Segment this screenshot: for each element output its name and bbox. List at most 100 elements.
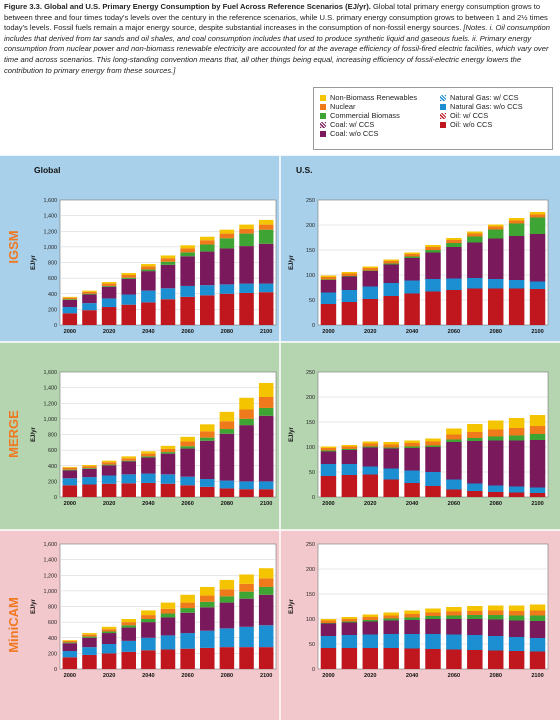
- bar-segment-oil-w-o-ccs-2100: [258, 292, 274, 325]
- legend-item: Oil: w/o CCS: [440, 120, 492, 129]
- bar-segment-natural-gas-w-o-ccs-2060: [446, 634, 462, 650]
- bar-segment-nuclear-2060: [446, 240, 462, 243]
- bar-segment-coal-w-o-ccs-2060: [180, 256, 195, 286]
- bar-segment-commercial-biomass-2060: [446, 615, 462, 619]
- bar-segment-coal-w-o-ccs-2010: [341, 622, 358, 635]
- bar-segment-non-biomass-renewables-2060: [446, 607, 462, 612]
- legend-item: Natural Gas: w/ CCS: [440, 93, 519, 102]
- bar-segment-oil-w-o-ccs-2010: [341, 648, 358, 669]
- x-tick-label: 2020: [103, 501, 115, 507]
- y-tick-label: 150: [306, 420, 315, 426]
- x-tick-label: 2080: [221, 673, 233, 679]
- bar-segment-natural-gas-w-o-ccs-2070: [200, 630, 215, 648]
- bar-segment-natural-gas-w-o-ccs-2080: [219, 628, 235, 648]
- bar-segment-natural-gas-w-o-ccs-2020: [101, 475, 117, 484]
- column-header-global: Global: [34, 165, 60, 175]
- bar-segment-commercial-biomass-2020: [101, 285, 117, 287]
- bar-segment-nuclear-2010: [82, 291, 97, 294]
- bar-segment-oil-w-o-ccs-2030: [383, 648, 399, 669]
- bar-segment-non-biomass-renewables-2060: [446, 428, 462, 435]
- bar-segment-oil-w-o-ccs-2050: [425, 291, 441, 325]
- bar-segment-natural-gas-w-o-ccs-2000: [320, 292, 337, 304]
- bar-segment-natural-gas-w-o-ccs-2050: [160, 288, 176, 300]
- x-tick-label: 2020: [103, 673, 115, 679]
- bar-segment-non-biomass-renewables-2060: [180, 594, 195, 603]
- bar-segment-commercial-biomass-2100: [258, 586, 274, 595]
- bar-segment-nuclear-2040: [404, 443, 420, 447]
- bar-segment-nuclear-2100: [529, 214, 546, 218]
- bar-segment-nuclear-2050: [160, 608, 176, 614]
- bar-segment-natural-gas-w-o-ccs-2060: [180, 633, 195, 649]
- bar-segment-natural-gas-w-o-ccs-2090: [239, 626, 254, 648]
- bar-segment-oil-w-o-ccs-2020: [362, 299, 379, 325]
- y-tick-label: 400: [48, 636, 57, 642]
- bar-segment-non-biomass-renewables-2090: [239, 397, 254, 410]
- x-tick-label: 2040: [142, 501, 154, 507]
- bar-segment-non-biomass-renewables-2010: [341, 272, 358, 274]
- caption-notes: [Notes. i. Oil consumption includes that…: [4, 23, 550, 75]
- bar-segment-natural-gas-w-o-ccs-2030: [121, 474, 136, 484]
- bar-segment-natural-gas-w-o-ccs-2080: [219, 480, 235, 489]
- bar-segment-coal-w-o-ccs-2090: [508, 620, 525, 637]
- bar-segment-oil-w-o-ccs-2040: [141, 482, 156, 497]
- bar-segment-oil-w-o-ccs-2000: [62, 657, 78, 669]
- x-tick-label: 2100: [531, 673, 543, 679]
- bar-segment-oil-w-o-ccs-2090: [239, 489, 254, 497]
- bar-segment-nuclear-2020: [362, 268, 379, 271]
- y-tick-label: 50: [309, 470, 315, 476]
- bar-segment-oil-w-o-ccs-2080: [219, 293, 235, 325]
- bar-segment-commercial-biomass-2000: [320, 450, 337, 452]
- bar-segment-natural-gas-w-o-ccs-2000: [320, 636, 337, 648]
- x-tick-label: 2080: [490, 329, 502, 335]
- bar-segment-oil-w-o-ccs-2100: [258, 489, 274, 497]
- bar-segment-coal-w-o-ccs-2010: [341, 276, 358, 290]
- bar-segment-non-biomass-renewables-2020: [101, 282, 117, 284]
- chart-legend: Non-Biomass Renewables Nuclear Commercial …: [313, 87, 553, 150]
- bar-segment-coal-w-o-ccs-2020: [362, 621, 379, 635]
- column-header-us: U.S.: [296, 165, 313, 175]
- x-tick-label: 2000: [322, 329, 334, 335]
- x-tick-label: 2040: [142, 329, 154, 335]
- bar-segment-non-biomass-renewables-2090: [508, 418, 525, 428]
- bar-segment-commercial-biomass-2010: [341, 621, 358, 623]
- bar-segment-commercial-biomass-2070: [467, 236, 483, 243]
- row-label-minicam: MiniCAM: [6, 597, 21, 653]
- bar-segment-oil-w-o-ccs-2050: [425, 649, 441, 669]
- bar-segment-nuclear-2070: [200, 240, 215, 245]
- bar-segment-commercial-biomass-2070: [200, 601, 215, 608]
- x-tick-label: 2060: [181, 329, 193, 335]
- bar-segment-natural-gas-w-o-ccs-2050: [425, 634, 441, 649]
- bar-segment-natural-gas-w-o-ccs-2100: [529, 281, 546, 289]
- bar-segment-oil-w-o-ccs-2090: [508, 651, 525, 669]
- bar-segment-oil-w-o-ccs-2060: [180, 648, 195, 669]
- bar-segment-commercial-biomass-2020: [362, 270, 379, 271]
- y-tick-label: 1,200: [44, 401, 58, 407]
- bar-segment-non-biomass-renewables-2000: [320, 275, 337, 277]
- bar-segment-oil-w-o-ccs-2040: [404, 648, 420, 669]
- bar-segment-non-biomass-renewables-2050: [425, 245, 441, 247]
- bar-segment-coal-w-o-ccs-2030: [121, 627, 136, 641]
- bar-segment-commercial-biomass-2080: [487, 615, 504, 620]
- bar-segment-coal-w-o-ccs-2020: [362, 271, 379, 287]
- bar-segment-oil-w-o-ccs-2040: [404, 293, 420, 325]
- legend-item: Coal: w/o CCS: [320, 129, 378, 138]
- legend-label: Nuclear: [330, 102, 356, 111]
- bar-segment-oil-w-o-ccs-2030: [121, 651, 136, 669]
- bar-segment-oil-w-o-ccs-2100: [529, 493, 546, 497]
- bar-segment-commercial-biomass-2090: [508, 615, 525, 621]
- bar-segment-oil-w-o-ccs-2080: [487, 492, 504, 497]
- bar-segment-natural-gas-w-o-ccs-2080: [219, 284, 235, 294]
- bar-segment-natural-gas-w-o-ccs-2020: [362, 466, 379, 475]
- bar-segment-oil-w-o-ccs-2000: [320, 476, 337, 497]
- bar-segment-commercial-biomass-2050: [160, 613, 176, 618]
- y-tick-label: 0: [54, 323, 57, 329]
- y-tick-label: 0: [312, 495, 315, 501]
- bar-segment-natural-gas-w-o-ccs-2050: [160, 635, 176, 650]
- bar-segment-nuclear-2080: [219, 233, 235, 239]
- bar-segment-natural-gas-w-o-ccs-2020: [362, 286, 379, 299]
- bar-segment-coal-w-o-ccs-2100: [258, 594, 274, 626]
- bar-segment-natural-gas-w-o-ccs-2050: [425, 279, 441, 292]
- bar-segment-oil-w-o-ccs-2050: [425, 486, 441, 497]
- bar-segment-commercial-biomass-2030: [121, 277, 136, 279]
- bar-segment-nuclear-2020: [362, 443, 379, 447]
